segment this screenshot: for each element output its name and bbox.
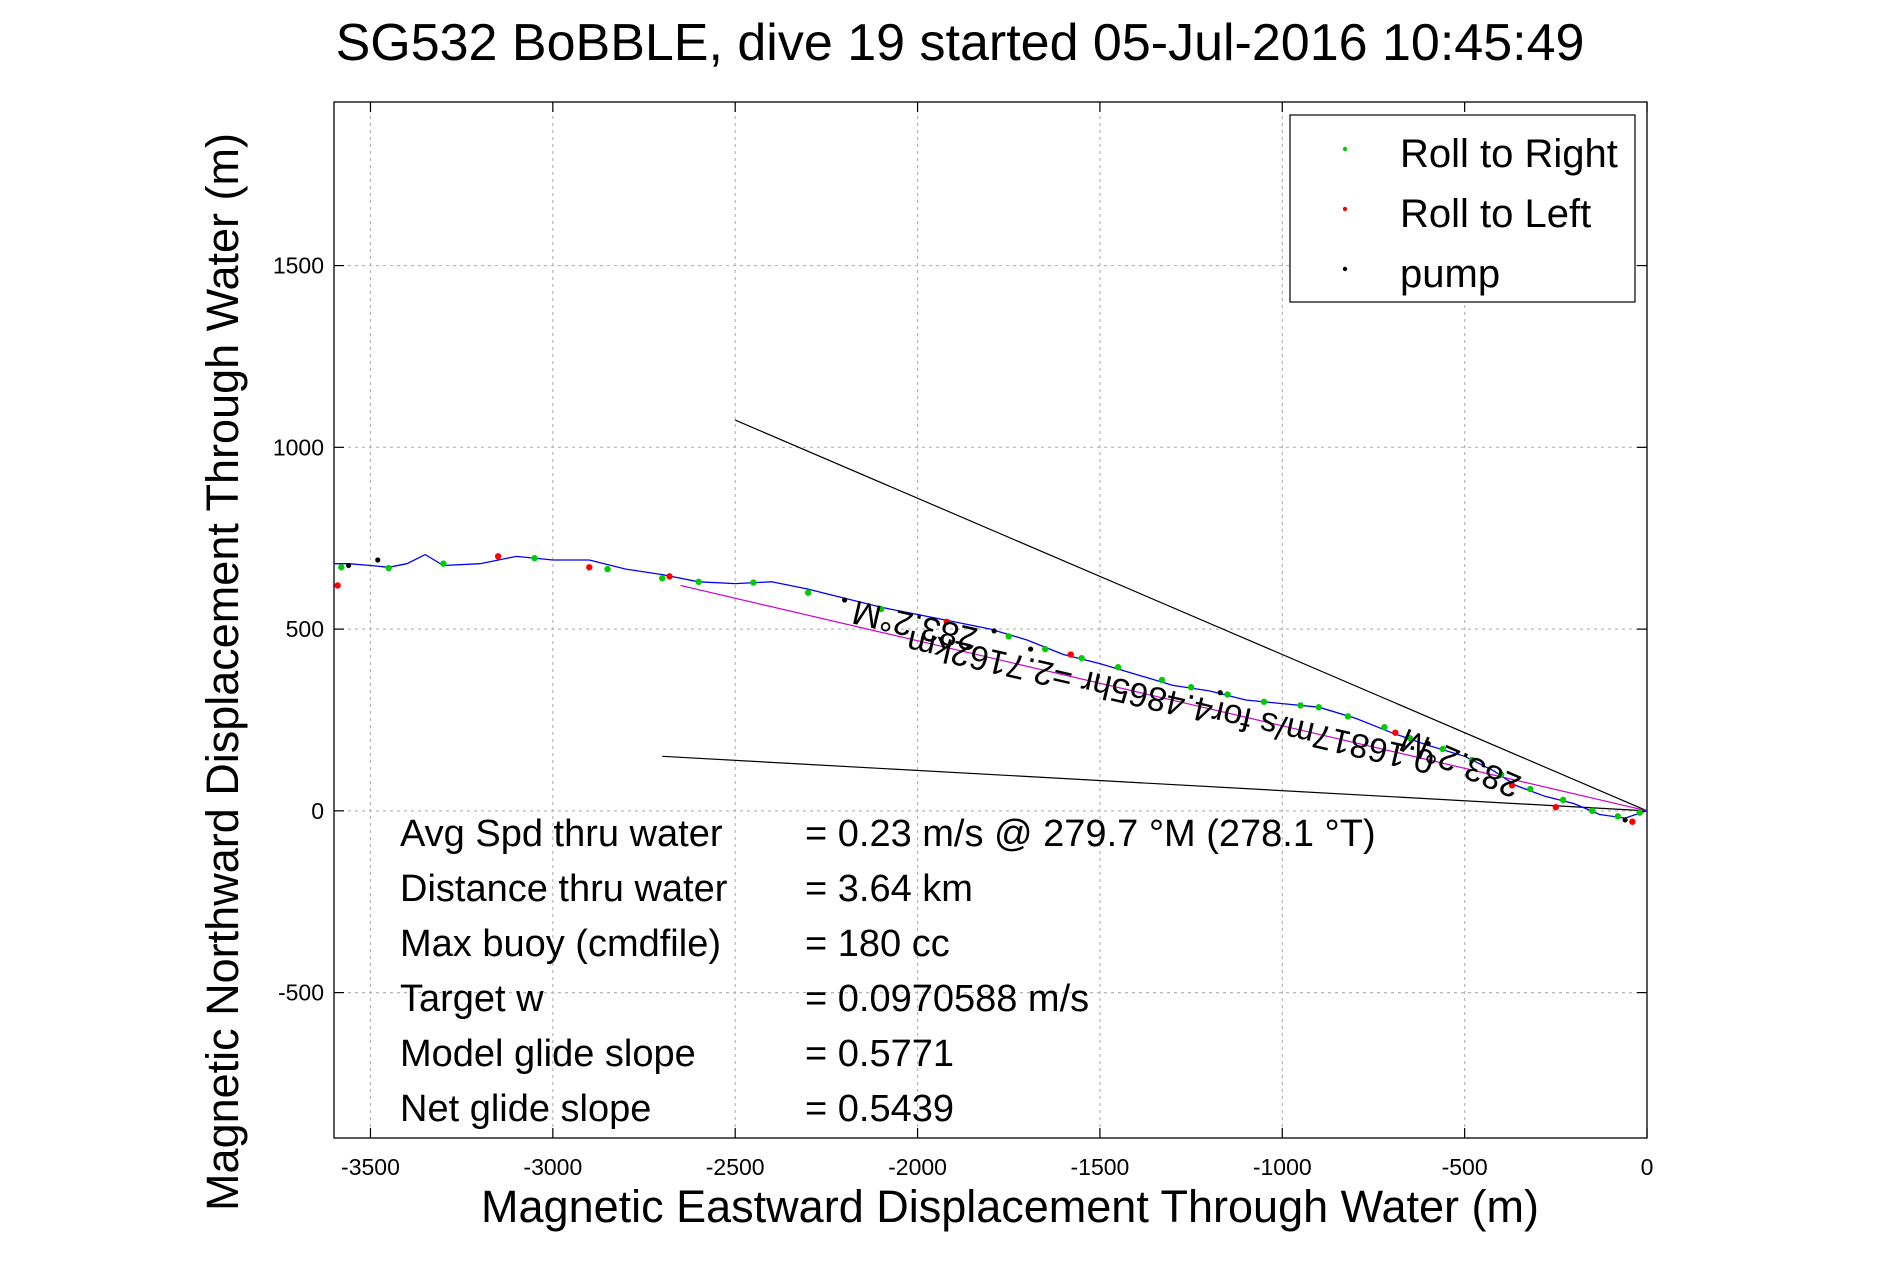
roll-right-marker — [1589, 807, 1596, 815]
stat-label: Max buoy (cmdfile) — [400, 923, 721, 965]
roll-left-marker — [1552, 804, 1560, 811]
roll-right-marker — [1468, 756, 1476, 764]
stat-value: = 180 cc — [805, 923, 950, 965]
roll-left-marker — [943, 618, 950, 626]
roll-left-marker — [1629, 818, 1636, 825]
pump-marker — [1425, 740, 1431, 747]
roll-right-marker — [1527, 785, 1534, 793]
axes: -3500 -3000 -2500 -2000 -1500 -1000 -500 0 -500 0… — [273, 101, 1654, 1180]
y-tick-label: -500 — [278, 980, 324, 1006]
legend-marker — [1342, 146, 1348, 152]
roll-right-marker — [531, 555, 538, 562]
stat-label: Avg Spd thru water — [400, 813, 723, 855]
pump-marker — [1217, 690, 1223, 696]
stat-value: = 0.5439 — [805, 1088, 954, 1130]
grid-lines — [334, 102, 1647, 1138]
roll-right-marker — [750, 579, 757, 586]
pump-marker — [842, 597, 848, 603]
stat-label: Target w — [400, 978, 544, 1020]
roll-right-marker — [1636, 809, 1643, 816]
heading-line — [662, 755, 1648, 812]
roll-right-marker — [1042, 645, 1049, 653]
stat-label: Net glide slope — [400, 1088, 651, 1130]
roll-right-marker — [440, 560, 447, 567]
roll-right-marker — [1005, 633, 1012, 640]
x-axis-label: Magnetic Eastward Displacement Through W… — [481, 1181, 1539, 1232]
x-tick-label: -1500 — [1071, 1154, 1130, 1180]
stats-block: Avg Spd thru water = 0.23 m/s @ 279.7 °M … — [400, 813, 1376, 1130]
roll-right-marker — [1158, 676, 1166, 684]
legend-marker — [1342, 266, 1348, 272]
roll-right-marker — [877, 605, 885, 613]
rotated-annotation: 0.16817m/s for4.4865hr =2.7162km — [903, 622, 1437, 780]
roll-right-marker — [695, 578, 702, 586]
legend-label: Roll to Left — [1400, 192, 1591, 236]
roll-left-marker — [586, 564, 593, 571]
roll-left-marker — [1508, 782, 1516, 789]
roll-right-marker — [1114, 664, 1122, 671]
y-tick-label: 500 — [286, 616, 324, 642]
pump-marker — [1622, 817, 1628, 823]
y-tick-label: 0 — [311, 798, 324, 824]
roll-right-marker — [1224, 691, 1231, 698]
stat-value: = 3.64 km — [805, 868, 973, 910]
pump-marker — [1028, 646, 1034, 652]
pump-marker — [991, 628, 997, 634]
fit-line — [680, 584, 1648, 812]
x-tick-label: -3000 — [523, 1154, 582, 1180]
legend: Roll to Right Roll to Left pump — [1289, 114, 1636, 303]
pump-marker — [375, 557, 381, 563]
heading-line — [734, 419, 1648, 812]
roll-right-marker — [1315, 704, 1322, 711]
roll-right-marker — [1344, 713, 1352, 720]
y-tick-label: 1000 — [273, 434, 324, 460]
pump-marker — [345, 562, 352, 569]
plot-frame — [333, 101, 1648, 1139]
roll-right-marker — [659, 574, 666, 582]
roll-right-marker — [804, 589, 812, 596]
roll-right-marker — [1187, 684, 1195, 691]
y-tick-label: 1500 — [273, 253, 324, 279]
rotated-annotation: 283.2°M — [1394, 721, 1526, 806]
roll-right-marker — [604, 565, 611, 573]
x-tick-label: -500 — [1442, 1154, 1488, 1180]
stat-value: = 0.5771 — [805, 1033, 954, 1075]
x-tick-label: -2000 — [888, 1154, 947, 1180]
x-tick-label: -1000 — [1253, 1154, 1312, 1180]
roll-right-marker — [385, 564, 392, 572]
x-tick-label: 0 — [1641, 1154, 1654, 1180]
roll-right-marker — [1439, 745, 1446, 753]
roll-right-marker — [1381, 724, 1388, 731]
roll-left-marker — [334, 582, 341, 589]
legend-box — [1289, 114, 1636, 303]
stat-label: Distance thru water — [400, 868, 728, 910]
roll-right-marker — [1497, 771, 1505, 778]
roll-right-marker — [1559, 796, 1567, 804]
roll-right-marker — [1078, 654, 1085, 662]
roll-left-marker — [1392, 729, 1399, 736]
x-tick-label: -2500 — [706, 1154, 765, 1180]
plot-markers — [334, 553, 1643, 825]
roll-left-marker — [666, 573, 673, 580]
stat-value: = 0.0970588 m/s — [805, 978, 1089, 1020]
legend-label: Roll to Right — [1400, 132, 1618, 176]
legend-marker — [1342, 206, 1348, 212]
x-tick-label: -3500 — [341, 1154, 400, 1180]
roll-right-marker — [1297, 702, 1304, 709]
stat-label: Model glide slope — [400, 1033, 696, 1075]
stat-value: = 0.23 m/s @ 279.7 °M (278.1 °T) — [805, 813, 1376, 855]
roll-right-marker — [1260, 698, 1268, 705]
roll-left-marker — [494, 553, 502, 560]
legend-label: pump — [1400, 252, 1500, 296]
chart-title: SG532 BoBBLE, dive 19 started 05-Jul-201… — [336, 14, 1585, 72]
roll-right-marker — [338, 564, 345, 571]
roll-right-marker — [1406, 734, 1414, 742]
rotated-annotations: 283.2°M0.16817m/s for4.4865hr =2.7162km2… — [849, 592, 1526, 805]
y-axis-label: Magnetic Northward Displacement Through … — [197, 133, 248, 1211]
roll-right-marker — [1614, 813, 1622, 820]
roll-left-marker — [1067, 651, 1074, 658]
